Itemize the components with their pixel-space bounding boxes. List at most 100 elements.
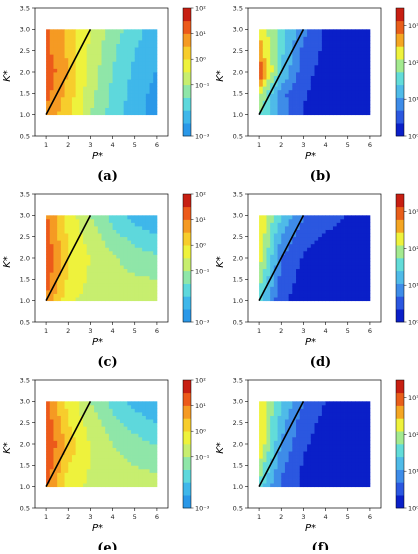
heatmap-cell [101,111,106,116]
heatmap-cell [355,408,360,413]
heatmap-cell [53,89,58,94]
heatmap-cell [355,75,360,80]
heatmap-cell [145,82,150,87]
heatmap-cell [288,429,293,434]
heatmap-cell [134,104,139,108]
heatmap-cell [127,258,132,262]
heatmap-cell [351,279,356,284]
heatmap-cell [344,236,349,241]
heatmap-cell [101,476,106,480]
heatmap-cell [329,426,334,431]
colorbar-segment [183,270,191,284]
heatmap-cell [86,472,91,477]
heatmap-cell [134,100,139,105]
heatmap-cell [292,247,297,252]
heatmap-cell [347,479,352,484]
heatmap-cell [336,433,341,438]
heatmap-cell [57,468,62,473]
heatmap-cell [277,243,282,248]
heatmap-cell [94,422,99,427]
heatmap-cell [329,429,334,434]
heatmap-cell [362,419,367,424]
heatmap-cell [318,465,323,470]
heatmap-cell [112,57,117,62]
heatmap-cell [329,454,334,459]
heatmap-cell [307,47,312,52]
y-tick-label: 2.5 [20,233,30,241]
heatmap-cell [105,215,110,220]
heatmap-cell [262,426,267,431]
heatmap-cell [71,468,77,473]
colorbar-tick-label: 10⁻³ [195,319,210,327]
colorbar-segment [183,283,191,297]
heatmap-cell [262,408,267,413]
heatmap-cell [105,50,110,55]
heatmap-cell [318,279,323,284]
heatmap-cell [281,57,286,62]
heatmap-cell [134,40,139,44]
heatmap-cell [288,215,293,220]
heatmap-cell [310,64,315,69]
heatmap-cell [97,111,102,116]
y-tick-label: 1.5 [20,462,30,470]
heatmap-cell [86,47,91,52]
heatmap-cell [366,29,371,34]
heatmap-cell [108,89,113,94]
heatmap-cell [270,247,275,252]
heatmap-cell [145,61,150,66]
heatmap-cell [112,215,117,220]
heatmap-cell [46,86,51,91]
heatmap-cell [123,454,128,459]
heatmap-cell [284,226,290,230]
heatmap-cell [123,254,128,259]
heatmap-cell [138,250,143,255]
heatmap-cell [68,100,73,105]
heatmap-cell [108,293,113,298]
heatmap-cell [303,215,308,220]
heatmap-cell [112,243,117,248]
heatmap-cell [273,111,278,116]
heatmap-cell [145,72,150,76]
heatmap-cell [53,104,58,108]
heatmap-cell [321,282,326,287]
heatmap-cell [259,89,264,94]
heatmap-cell [49,57,54,62]
heatmap-cell [318,215,323,220]
heatmap-cell [259,429,264,434]
heatmap-cell [299,43,304,48]
heatmap-cell [344,104,349,108]
heatmap-cell [127,54,132,59]
heatmap-cell [57,61,62,66]
heatmap-cell [64,293,69,298]
heatmap-cell [270,454,275,459]
heatmap-cell [131,401,136,406]
panel-a-heatmap [46,29,158,116]
heatmap-cell [270,226,275,230]
heatmap-cell [299,282,304,287]
heatmap-cell [329,72,334,76]
heatmap-cell [97,447,102,452]
heatmap-cell [266,243,271,248]
heatmap-cell [105,440,110,445]
colorbar-segment [396,444,404,458]
heatmap-cell [332,290,338,294]
heatmap-cell [131,243,136,248]
heatmap-cell [49,265,54,270]
heatmap-cell [138,93,143,98]
heatmap-cell [277,286,282,291]
heatmap-cell [127,461,132,466]
heatmap-cell [49,50,54,55]
heatmap-cell [266,286,271,291]
heatmap-cell [145,54,150,59]
heatmap-cell [142,275,147,280]
heatmap-cell [277,401,282,406]
heatmap-cell [112,254,117,259]
heatmap-cell [299,254,304,259]
heatmap-cell [347,297,352,302]
heatmap-cell [145,226,150,230]
heatmap-cell [307,258,312,262]
heatmap-cell [138,36,143,41]
heatmap-cell [134,279,139,284]
heatmap-cell [318,240,323,245]
heatmap-cell [127,100,132,105]
